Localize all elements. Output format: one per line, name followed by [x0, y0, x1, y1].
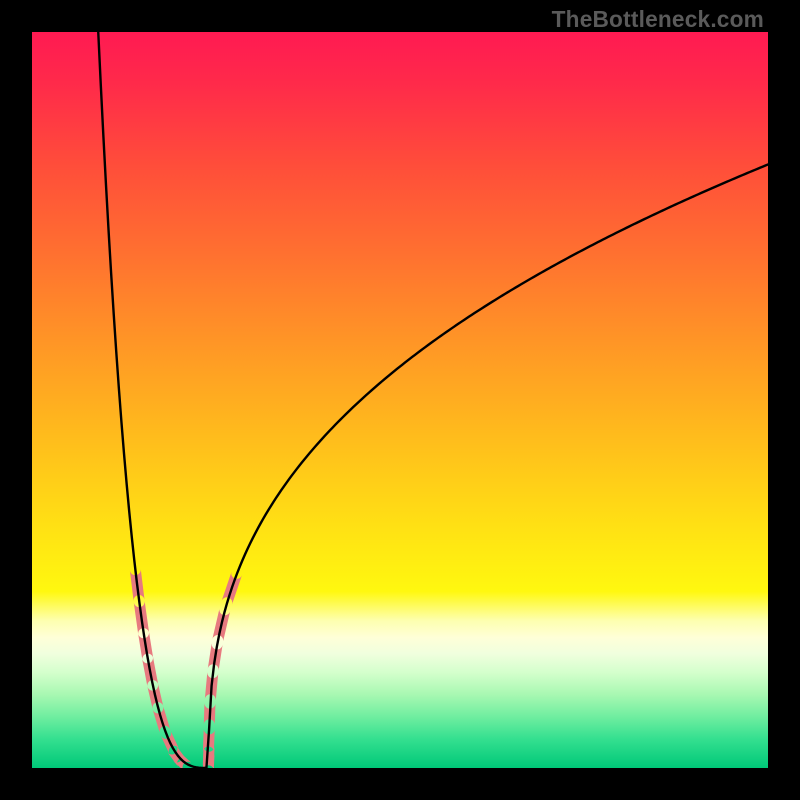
chart-container: TheBottleneck.com	[0, 0, 800, 800]
plot-svg	[32, 32, 768, 768]
plot-area	[32, 32, 768, 768]
watermark-text: TheBottleneck.com	[552, 6, 764, 33]
